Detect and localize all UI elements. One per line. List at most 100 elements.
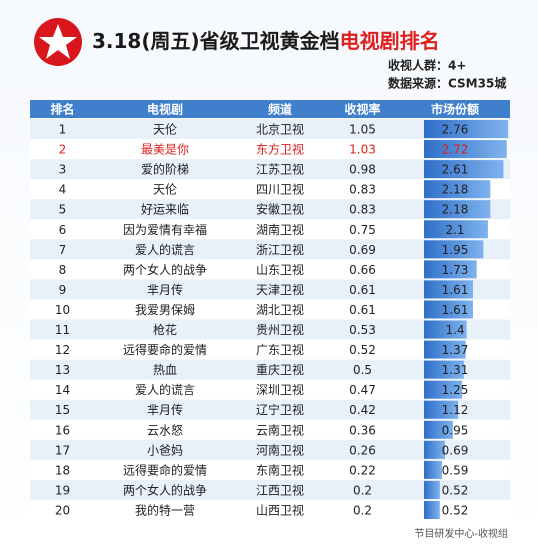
cell: 18 bbox=[55, 463, 70, 477]
cell: 辽宁卫视 bbox=[256, 402, 304, 417]
share-bar bbox=[424, 380, 463, 399]
share-bar bbox=[424, 500, 440, 519]
cell: 5 bbox=[59, 203, 67, 217]
cell: 我爱男保姆 bbox=[135, 303, 195, 317]
cell: 3 bbox=[59, 163, 67, 177]
cell: 7 bbox=[59, 243, 67, 257]
cell: 2.18 bbox=[442, 203, 469, 217]
cell: 芈月传 bbox=[147, 402, 183, 417]
cell: 0.83 bbox=[349, 183, 376, 197]
cell: 河南卫视 bbox=[256, 442, 304, 457]
row-bg bbox=[30, 299, 510, 320]
cell: 0.61 bbox=[349, 303, 376, 317]
share-bar bbox=[424, 460, 442, 479]
cell: 深圳卫视 bbox=[256, 382, 304, 397]
cell: 1.12 bbox=[442, 403, 469, 417]
cell: 重庆卫视 bbox=[256, 362, 304, 377]
cell: 2.76 bbox=[442, 123, 469, 137]
cell: 天津卫视 bbox=[256, 282, 304, 297]
cell: 两个女人的战争 bbox=[123, 262, 207, 277]
title-part: 3.18(周五)省级卫视黄金档 bbox=[92, 29, 340, 53]
cell: 9 bbox=[59, 283, 67, 297]
cell: 安徽卫视 bbox=[256, 202, 304, 217]
cell: 我的特一营 bbox=[135, 502, 195, 517]
cell: 湖南卫视 bbox=[256, 222, 304, 237]
row-bg bbox=[30, 139, 510, 160]
column-header: 频道 bbox=[268, 102, 292, 117]
column-header: 市场份额 bbox=[431, 102, 479, 117]
cell: 11 bbox=[55, 323, 70, 337]
cell: 0.53 bbox=[349, 323, 376, 337]
header-row bbox=[30, 100, 510, 118]
cell: 1.31 bbox=[442, 363, 469, 377]
row-bg bbox=[30, 119, 510, 140]
cell: 0.61 bbox=[349, 283, 376, 297]
cell: 热血 bbox=[153, 363, 177, 377]
cell: 2 bbox=[59, 143, 67, 157]
cell: 0.2 bbox=[353, 483, 372, 497]
cell: 湖北卫视 bbox=[256, 302, 304, 317]
cell: 两个女人的战争 bbox=[123, 482, 207, 497]
share-bar bbox=[424, 220, 488, 239]
row-bg bbox=[30, 279, 510, 300]
logo bbox=[34, 18, 82, 66]
cell: 8 bbox=[59, 263, 67, 277]
cell: 12 bbox=[55, 343, 70, 357]
cell: 贵州卫视 bbox=[256, 322, 304, 337]
cell: 1.03 bbox=[349, 143, 376, 157]
cell: 1.25 bbox=[442, 383, 469, 397]
share-bar bbox=[424, 120, 508, 139]
cell: 1.37 bbox=[442, 343, 469, 357]
cell: 云南卫视 bbox=[256, 422, 304, 437]
row-bg bbox=[30, 399, 510, 420]
share-bar bbox=[424, 200, 491, 219]
row-bg bbox=[30, 359, 510, 380]
cell: 广东卫视 bbox=[256, 342, 304, 357]
share-bar bbox=[424, 260, 477, 279]
cell: 0.98 bbox=[349, 163, 376, 177]
share-bar bbox=[424, 180, 491, 199]
footer: 节目研发中心-收视组 bbox=[414, 527, 508, 540]
share-bar bbox=[424, 280, 473, 299]
cell: 0.42 bbox=[349, 403, 376, 417]
cell: 浙江卫视 bbox=[256, 242, 304, 257]
share-bar bbox=[424, 320, 467, 339]
cell: 0.69 bbox=[442, 443, 469, 457]
cell: 1.4 bbox=[445, 323, 464, 337]
cell: 最美是你 bbox=[141, 143, 189, 157]
share-bar bbox=[424, 420, 453, 439]
title: 3.18(周五)省级卫视黄金档电视剧排名 bbox=[92, 29, 440, 53]
column-header: 电视剧 bbox=[147, 102, 183, 117]
cell: 4 bbox=[59, 183, 67, 197]
info: 收视人群：4+ bbox=[388, 58, 466, 73]
title-part: 电视剧排名 bbox=[340, 29, 440, 53]
info: 数据来源：CSM35城 bbox=[388, 76, 506, 91]
table: 排名 电视剧 频道 收视率 市场份额 1 天伦 北京卫视 1.05 2.76 2 最美是你 东方卫视 1.… bbox=[30, 100, 510, 520]
cell: 0.52 bbox=[349, 343, 376, 357]
cell: 山东卫视 bbox=[256, 262, 304, 277]
column-header: 排名 bbox=[50, 102, 74, 117]
cell: 16 bbox=[55, 423, 70, 437]
row-bg bbox=[30, 339, 510, 360]
cell: 0.26 bbox=[349, 443, 376, 457]
row-bg bbox=[30, 239, 510, 260]
row-bg bbox=[30, 159, 510, 180]
cell: 17 bbox=[55, 443, 70, 457]
cell: 1.73 bbox=[442, 263, 469, 277]
cell: 0.47 bbox=[349, 383, 376, 397]
row-bg bbox=[30, 439, 510, 460]
row-bg bbox=[30, 499, 510, 520]
cell: 13 bbox=[55, 363, 70, 377]
row-bg bbox=[30, 259, 510, 280]
share-bar bbox=[424, 480, 440, 499]
cell: 四川卫视 bbox=[256, 182, 304, 197]
cell: 0.95 bbox=[442, 423, 469, 437]
cell: 15 bbox=[55, 403, 70, 417]
cell: 0.22 bbox=[349, 463, 376, 477]
share-bar bbox=[424, 400, 459, 419]
cell: 爱人的谎言 bbox=[135, 382, 195, 397]
cell: 天伦 bbox=[153, 122, 177, 137]
cell: 东方卫视 bbox=[256, 142, 304, 157]
share-bar bbox=[424, 300, 473, 319]
